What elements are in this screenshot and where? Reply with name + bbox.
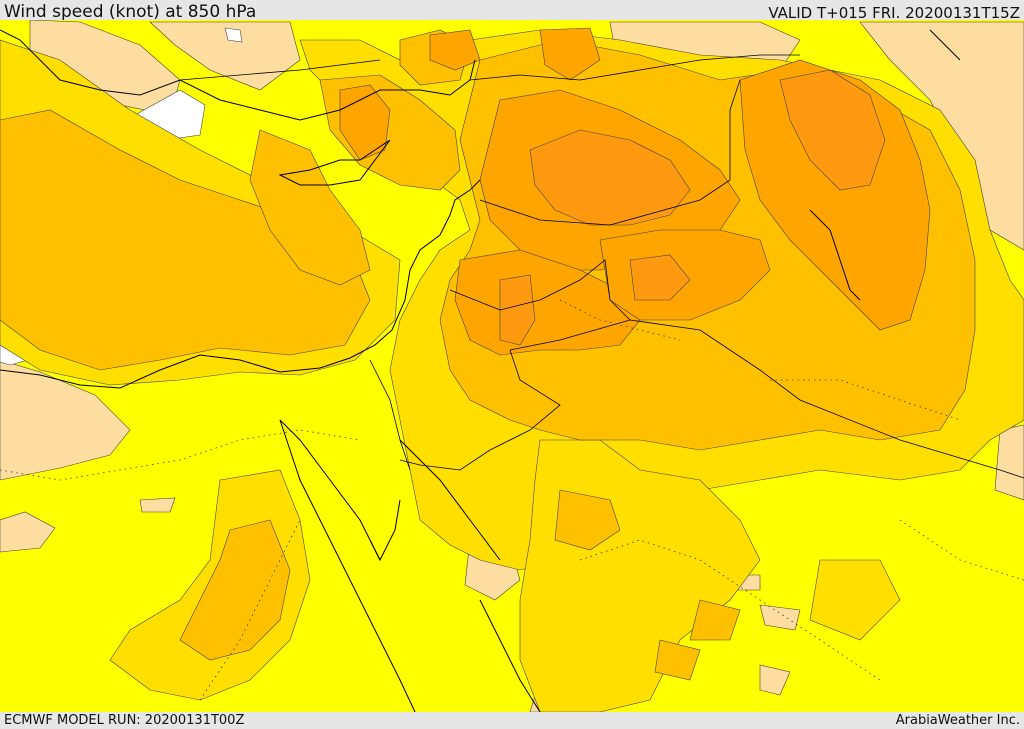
- model-run-label: ECMWF MODEL RUN: 20200131T00Z: [4, 713, 245, 728]
- valid-time: VALID T+015 FRI. 20200131T15Z: [768, 4, 1020, 22]
- credit-label: ArabiaWeather Inc.: [895, 713, 1020, 728]
- coastlines: [0, 29, 961, 712]
- dotted-lines: [0, 299, 1024, 701]
- map-svg: [0, 20, 1024, 712]
- map-title: Wind speed (knot) at 850 hPa: [4, 2, 257, 22]
- wind-speed-map[interactable]: [0, 20, 1024, 712]
- footer-bar: [0, 712, 1024, 729]
- header-bar: [0, 0, 1024, 20]
- dark-orange-areas: [499, 69, 886, 346]
- country-borders: [179, 54, 1024, 479]
